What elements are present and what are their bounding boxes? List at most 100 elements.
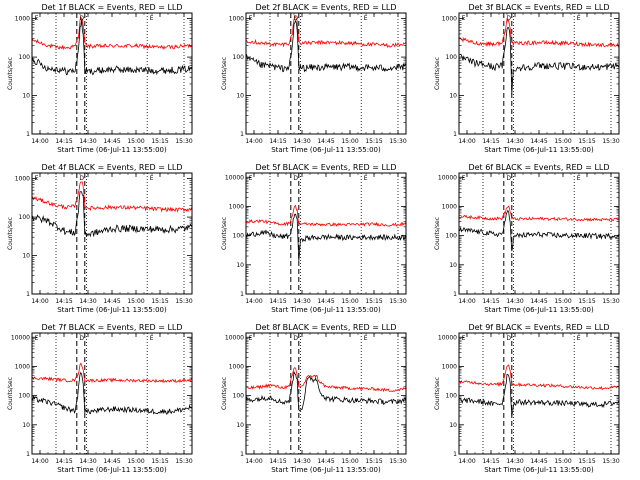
y-tick-label: 100 [19,214,31,221]
x-axis-label: Start Time (06-Jul-11 13:55:00) [57,306,167,314]
x-tick-label: 14:00 [458,458,475,465]
series-lld-line [31,181,193,213]
y-tick-label: 1 [26,451,30,458]
x-axis-label: Start Time (06-Jul-11 13:55:00) [271,146,381,154]
x-axis-label: Start Time (06-Jul-11 13:55:00) [484,306,594,314]
y-tick-label: 1 [240,131,244,138]
x-tick-label: 14:15 [482,458,499,465]
x-tick-label: 14:30 [79,138,96,145]
y-axis-label: Counts/sec [7,217,14,250]
x-tick-label: 15:15 [151,458,168,465]
y-tick-label: 1000 [15,176,30,183]
panel-title: Det 1f BLACK = Events, RED = LLD [41,3,182,12]
x-tick-label: 14:45 [530,138,547,145]
event-marker: E [249,335,253,342]
y-tick-label: 1 [453,131,457,138]
event-marker: E [150,175,154,182]
series-events-line [31,191,193,238]
x-tick-label: 15:15 [578,298,595,305]
series-events-line [31,371,193,415]
x-tick-label: 15:00 [341,138,358,145]
x-tick-label: 14:30 [506,298,523,305]
series-lld-line [245,367,407,393]
x-tick-label: 14:30 [293,298,310,305]
x-tick-label: 14:15 [269,298,286,305]
y-tick-label: 100 [233,393,245,400]
x-tick-label: 15:30 [389,138,406,145]
panel-title: Det 3f BLACK = Events, RED = LLD [468,3,609,12]
y-tick-label: 10000 [438,174,457,181]
x-axis-label: Start Time (06-Jul-11 13:55:00) [484,146,594,154]
x-tick-label: 14:45 [103,138,120,145]
y-axis-label: Counts/sec [221,57,228,90]
event-marker: E [249,175,253,182]
x-tick-label: 15:15 [365,458,382,465]
x-tick-label: 14:15 [482,298,499,305]
panel-9: Det 9f BLACK = Events, RED = LLD 1 10 100 10… [434,323,620,474]
x-tick-label: 14:00 [31,458,48,465]
panel-title: Det 8f BLACK = Events, RED = LLD [255,323,396,332]
series-lld-line [245,204,407,227]
y-tick-label: 1000 [15,16,30,23]
x-tick-label: 14:30 [506,138,523,145]
x-tick-label: 14:15 [269,458,286,465]
x-tick-label: 15:00 [554,138,571,145]
x-tick-label: 14:45 [317,138,334,145]
y-axis-label: Counts/sec [434,217,441,250]
y-tick-label: 1 [240,291,244,298]
series-events-line [458,373,620,416]
event-marker: E [462,175,466,182]
y-tick-label: 1 [26,291,30,298]
y-axis-label: Counts/sec [221,217,228,250]
event-marker: E [577,175,581,182]
x-tick-label: 14:15 [55,458,72,465]
x-tick-label: 15:00 [341,458,358,465]
y-tick-label: 10000 [225,334,244,341]
series-lld-line [31,16,193,51]
x-tick-label: 15:30 [175,138,192,145]
event-marker: E [462,335,466,342]
y-tick-label: 1 [453,291,457,298]
event-marker: D [293,15,298,22]
x-tick-label: 15:00 [341,298,358,305]
event-marker: E [249,15,253,22]
y-tick-label: 100 [446,233,458,240]
x-tick-label: 15:15 [578,138,595,145]
x-tick-label: 14:45 [317,458,334,465]
x-tick-label: 14:15 [55,138,72,145]
x-tick-label: 15:15 [365,298,382,305]
y-tick-label: 10 [449,422,457,429]
panel-7: Det 7f BLACK = Events, RED = LLD 1 10 100 10… [7,323,193,474]
x-tick-label: 15:00 [127,138,144,145]
panel-5: Det 5f BLACK = Events, RED = LLD 1 10 100 10… [221,163,407,314]
x-tick-label: 15:30 [389,298,406,305]
panel-title: Det 7f BLACK = Events, RED = LLD [41,323,182,332]
panel-title: Det 9f BLACK = Events, RED = LLD [468,323,609,332]
x-tick-label: 14:00 [245,458,262,465]
x-axis-label: Start Time (06-Jul-11 13:55:00) [484,466,594,474]
y-tick-label: 100 [233,54,245,61]
y-tick-label: 1000 [229,16,244,23]
y-tick-label: 1000 [229,363,244,370]
x-tick-label: 15:30 [175,298,192,305]
x-tick-label: 14:30 [293,458,310,465]
event-marker: D [506,15,511,22]
series-events-line [245,19,407,73]
y-tick-label: 100 [19,54,31,61]
event-marker: E [35,335,39,342]
y-tick-label: 10 [236,93,244,100]
x-tick-label: 14:30 [506,458,523,465]
panel-3: Det 3f BLACK = Events, RED = LLD 1 10 100 10… [434,3,620,154]
x-tick-label: 14:45 [530,458,547,465]
y-axis-label: Counts/sec [221,377,228,410]
series-events-line [245,213,407,261]
y-tick-label: 1000 [15,363,30,370]
x-tick-label: 14:00 [31,298,48,305]
y-tick-label: 10000 [225,174,244,181]
y-axis-label: Counts/sec [434,377,441,410]
event-marker: E [462,15,466,22]
series-events-line [458,26,620,95]
x-tick-label: 15:30 [389,458,406,465]
panel-8: Det 8f BLACK = Events, RED = LLD 1 10 100 10… [221,323,407,474]
y-tick-label: 10000 [11,334,30,341]
